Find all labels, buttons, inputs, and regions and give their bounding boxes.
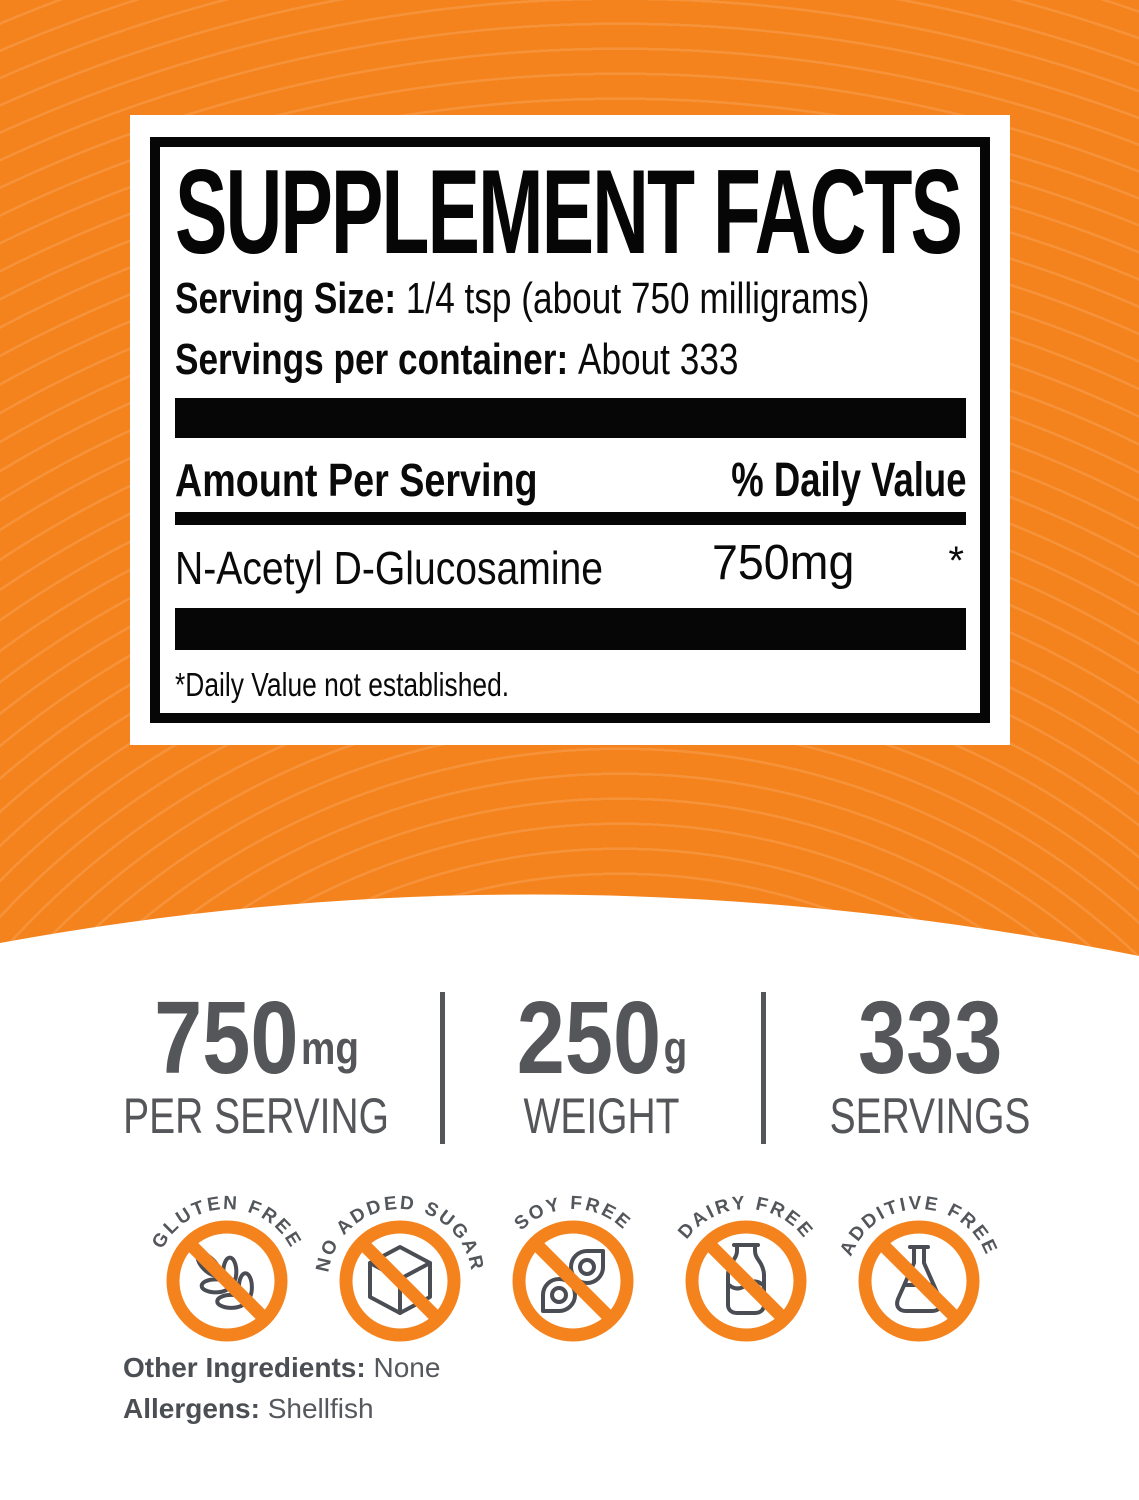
stat-per-serving-unit: mg <box>300 1022 359 1074</box>
prohibition-ring <box>858 1220 980 1342</box>
divider-bar-bottom <box>175 608 966 650</box>
amount-per-serving-header: Amount Per Serving <box>175 454 538 506</box>
stats-divider-left <box>440 992 445 1144</box>
badge-no-added-sugar: NO ADDED SUGAR <box>315 1193 485 1342</box>
daily-value-header: % Daily Value <box>730 454 966 507</box>
prohibition-ring <box>685 1220 807 1342</box>
badge-gluten-free: GLUTEN FREE <box>148 1193 303 1342</box>
serving-size-line: Serving Size: 1/4 tsp (about 750 milligr… <box>175 274 1043 324</box>
other-ingredients-value: None <box>373 1352 441 1383</box>
prohibition-slash <box>184 1238 270 1324</box>
serving-size-label: Serving Size: <box>175 274 397 323</box>
stat-weight-label: WEIGHT <box>523 1088 680 1144</box>
allergens-line: Allergens: Shellfish <box>123 1388 440 1429</box>
curve-divider <box>0 894 1139 960</box>
stat-servings-label: SERVINGS <box>829 1088 1031 1144</box>
stats-divider-right <box>761 992 766 1144</box>
stat-servings-value: 333 <box>857 980 1003 1095</box>
stat-weight-unit: g <box>663 1022 688 1074</box>
ingredient-name: N-Acetyl D-Glucosamine <box>175 542 604 594</box>
prohibition-slash <box>357 1238 443 1324</box>
badge-dairy-free: DAIRY FREE <box>674 1193 817 1342</box>
facts-panel-content: SUPPLEMENT FACTS Serving Size: 1/4 tsp (… <box>175 115 966 745</box>
facts-panel-border <box>150 137 990 723</box>
prohibition-slash <box>703 1238 789 1324</box>
ingredient-daily-value-asterisk: * <box>948 539 964 583</box>
servings-per-container-label: Servings per container: <box>175 335 569 384</box>
badges-row: GLUTEN FREE NO ADDED SUGAR <box>142 1184 1004 1354</box>
stat-per-serving-value: 750mg <box>153 980 359 1095</box>
allergens-value: Shellfish <box>267 1393 374 1424</box>
prohibition-slash <box>876 1238 962 1324</box>
servings-per-container-line: Servings per container: About 333 <box>175 335 879 385</box>
supplement-facts-panel: SUPPLEMENT FACTS Serving Size: 1/4 tsp (… <box>130 115 1010 745</box>
daily-value-footnote: *Daily Value not established. <box>175 666 510 703</box>
stat-weight: 250g WEIGHT <box>501 986 704 1141</box>
other-ingredients-line: Other Ingredients: None <box>123 1347 440 1388</box>
serving-size-value: 1/4 tsp (about 750 milligrams) <box>405 274 870 323</box>
stat-per-serving: 750mg PER SERVING <box>86 986 427 1141</box>
divider-bar-top <box>175 398 966 438</box>
stat-servings: 333 SERVINGS <box>801 986 1059 1141</box>
badge-dairy-free-label: DAIRY FREE <box>674 1193 815 1243</box>
prohibition-ring <box>166 1220 288 1342</box>
badge-additive-free: ADDITIVE FREE <box>836 1193 999 1342</box>
prohibition-ring <box>339 1220 461 1342</box>
divider-bar-thin <box>175 512 966 525</box>
prohibition-slash <box>530 1238 616 1324</box>
servings-per-container-value: About 333 <box>577 335 739 384</box>
footer-ingredients: Other Ingredients: None Allergens: Shell… <box>123 1347 440 1429</box>
stat-weight-value: 250g <box>516 980 688 1095</box>
badge-soy-free: SOY FREE <box>511 1193 634 1342</box>
other-ingredients-label: Other Ingredients: <box>123 1352 366 1383</box>
facts-title: SUPPLEMENT FACTS <box>175 165 964 259</box>
allergens-label: Allergens: <box>123 1393 260 1424</box>
ingredient-amount: 750mg <box>712 536 855 590</box>
prohibition-ring <box>512 1220 634 1342</box>
facts-title-text: SUPPLEMENT FACTS <box>175 165 961 259</box>
svg-text:DAIRY FREE: DAIRY FREE <box>674 1193 817 1243</box>
stat-per-serving-label: PER SERVING <box>123 1088 389 1144</box>
